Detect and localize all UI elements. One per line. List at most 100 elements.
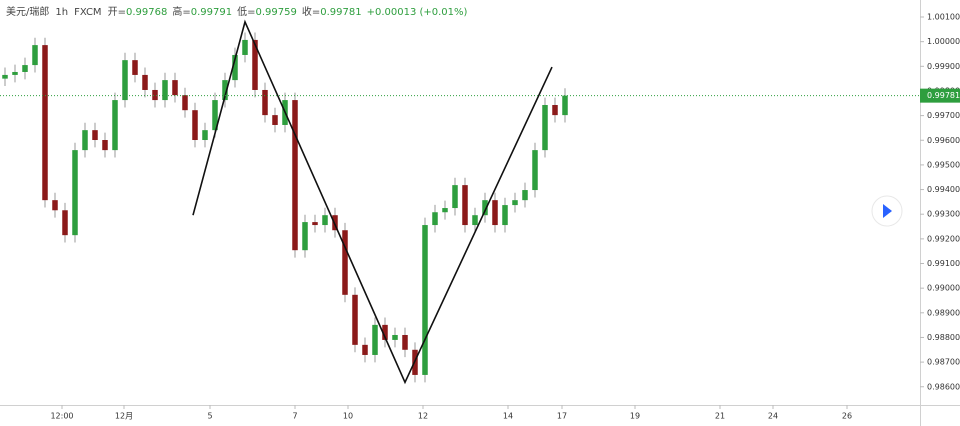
candle-body bbox=[122, 60, 128, 101]
candle-body bbox=[292, 100, 298, 251]
pattern-line bbox=[192, 19, 553, 385]
y-tick-label: 0.99000 bbox=[927, 284, 960, 293]
candle-body bbox=[402, 334, 408, 350]
y-tick-label: 0.99200 bbox=[927, 234, 960, 243]
candle-body bbox=[312, 222, 318, 226]
candle-body bbox=[362, 344, 368, 355]
candle-body bbox=[152, 89, 158, 101]
candle-body bbox=[132, 60, 138, 75]
ohlc-value: 0.99759 bbox=[255, 7, 296, 18]
candle-body bbox=[272, 115, 278, 125]
ohlc-value: 0.99768 bbox=[126, 7, 167, 18]
ohlc-label: 高= bbox=[172, 5, 190, 18]
candle-body bbox=[542, 105, 548, 151]
x-tick-label: 24 bbox=[768, 412, 778, 421]
x-tick-label: 10 bbox=[343, 412, 353, 421]
interval: 1h bbox=[55, 7, 68, 18]
header: 美元/瑞郎 1h FXCM 开=0.99768 高=0.99791 低=0.99759 收=… bbox=[6, 5, 468, 18]
candle-body bbox=[352, 294, 358, 345]
candle-body bbox=[12, 71, 18, 75]
candle-body bbox=[52, 200, 58, 211]
candle-body bbox=[172, 80, 178, 96]
candle-body bbox=[342, 230, 348, 295]
ohlc-value: 0.99781 bbox=[320, 7, 361, 18]
candle-body bbox=[452, 185, 458, 209]
x-tick-label: 12 bbox=[418, 412, 428, 421]
x-tick-label: 5 bbox=[207, 412, 212, 421]
candle-body bbox=[142, 74, 148, 90]
candle-body bbox=[432, 212, 438, 226]
change: +0.00013 (+0.01%) bbox=[367, 7, 468, 18]
candle-body bbox=[372, 324, 378, 355]
x-tick-label: 12月 bbox=[115, 412, 133, 421]
candle-body bbox=[162, 80, 168, 101]
candle-body bbox=[192, 110, 198, 141]
ohlc-value: 0.99791 bbox=[191, 7, 232, 18]
candle-body bbox=[112, 100, 118, 151]
y-tick-label: 0.99700 bbox=[927, 111, 960, 120]
x-tick-label: 21 bbox=[715, 412, 725, 421]
candle-body bbox=[72, 150, 78, 236]
candle-body bbox=[102, 140, 108, 151]
candle-body bbox=[182, 95, 188, 111]
ohlc-label: 收= bbox=[302, 5, 320, 18]
candle-body bbox=[492, 200, 498, 226]
candle-body bbox=[462, 185, 468, 226]
ohlc-label: 低= bbox=[237, 5, 255, 18]
y-tick-label: 1.00100 bbox=[927, 13, 960, 22]
candle-body bbox=[2, 74, 8, 79]
candle-body bbox=[92, 130, 98, 141]
candle-body bbox=[32, 45, 38, 66]
scroll-button-icon[interactable] bbox=[883, 204, 892, 218]
candle-body bbox=[422, 225, 428, 375]
candle-body bbox=[42, 45, 48, 201]
candle-body bbox=[522, 190, 528, 201]
candle-body bbox=[302, 222, 308, 251]
symbol: 美元/瑞郎 bbox=[6, 5, 49, 18]
candle-body bbox=[392, 334, 398, 340]
candle-body bbox=[552, 105, 558, 116]
x-tick-label: 7 bbox=[292, 412, 297, 421]
candle-body bbox=[212, 100, 218, 131]
y-tick-label: 0.98900 bbox=[927, 308, 960, 317]
y-tick-label: 0.99500 bbox=[927, 160, 960, 169]
candle-body bbox=[262, 89, 268, 116]
last-price-box bbox=[920, 88, 960, 103]
y-tick-label: 0.98600 bbox=[927, 382, 960, 391]
x-tick-label: 12:00 bbox=[50, 412, 73, 421]
candle-body bbox=[532, 150, 538, 191]
last-price-label: 0.99781 bbox=[927, 91, 960, 100]
candle-body bbox=[442, 208, 448, 213]
x-tick-label: 26 bbox=[842, 412, 852, 421]
candle-body bbox=[562, 95, 568, 116]
y-tick-label: 0.99600 bbox=[927, 136, 960, 145]
y-tick-label: 0.99100 bbox=[927, 259, 960, 268]
candle-body bbox=[202, 130, 208, 141]
candle-body bbox=[472, 215, 478, 226]
x-tick-label: 17 bbox=[557, 412, 567, 421]
candle-body bbox=[222, 80, 228, 101]
y-tick-label: 1.00000 bbox=[927, 37, 960, 46]
candle-body bbox=[232, 54, 238, 81]
candle-body bbox=[252, 39, 258, 90]
candle-body bbox=[242, 39, 248, 55]
candle-body bbox=[322, 215, 328, 226]
source: FXCM bbox=[74, 7, 102, 18]
y-tick-label: 0.99900 bbox=[927, 62, 960, 71]
y-tick-label: 0.98700 bbox=[927, 358, 960, 367]
candle-body bbox=[512, 200, 518, 206]
x-tick-label: 14 bbox=[503, 412, 513, 421]
candle-body bbox=[62, 210, 68, 236]
y-tick-label: 0.98800 bbox=[927, 333, 960, 342]
ohlc-label: 开= bbox=[108, 7, 126, 18]
scroll-button[interactable] bbox=[871, 195, 903, 227]
candle-body bbox=[22, 65, 28, 72]
x-tick-label: 19 bbox=[630, 412, 640, 421]
header-text: 美元/瑞郎 1h FXCM 开=0.99768 高=0.99791 低=0.99759 收=… bbox=[6, 5, 468, 18]
candle-body bbox=[502, 205, 508, 226]
y-tick-label: 0.99400 bbox=[927, 185, 960, 194]
candle-body bbox=[482, 200, 488, 216]
y-tick-label: 0.99300 bbox=[927, 210, 960, 219]
